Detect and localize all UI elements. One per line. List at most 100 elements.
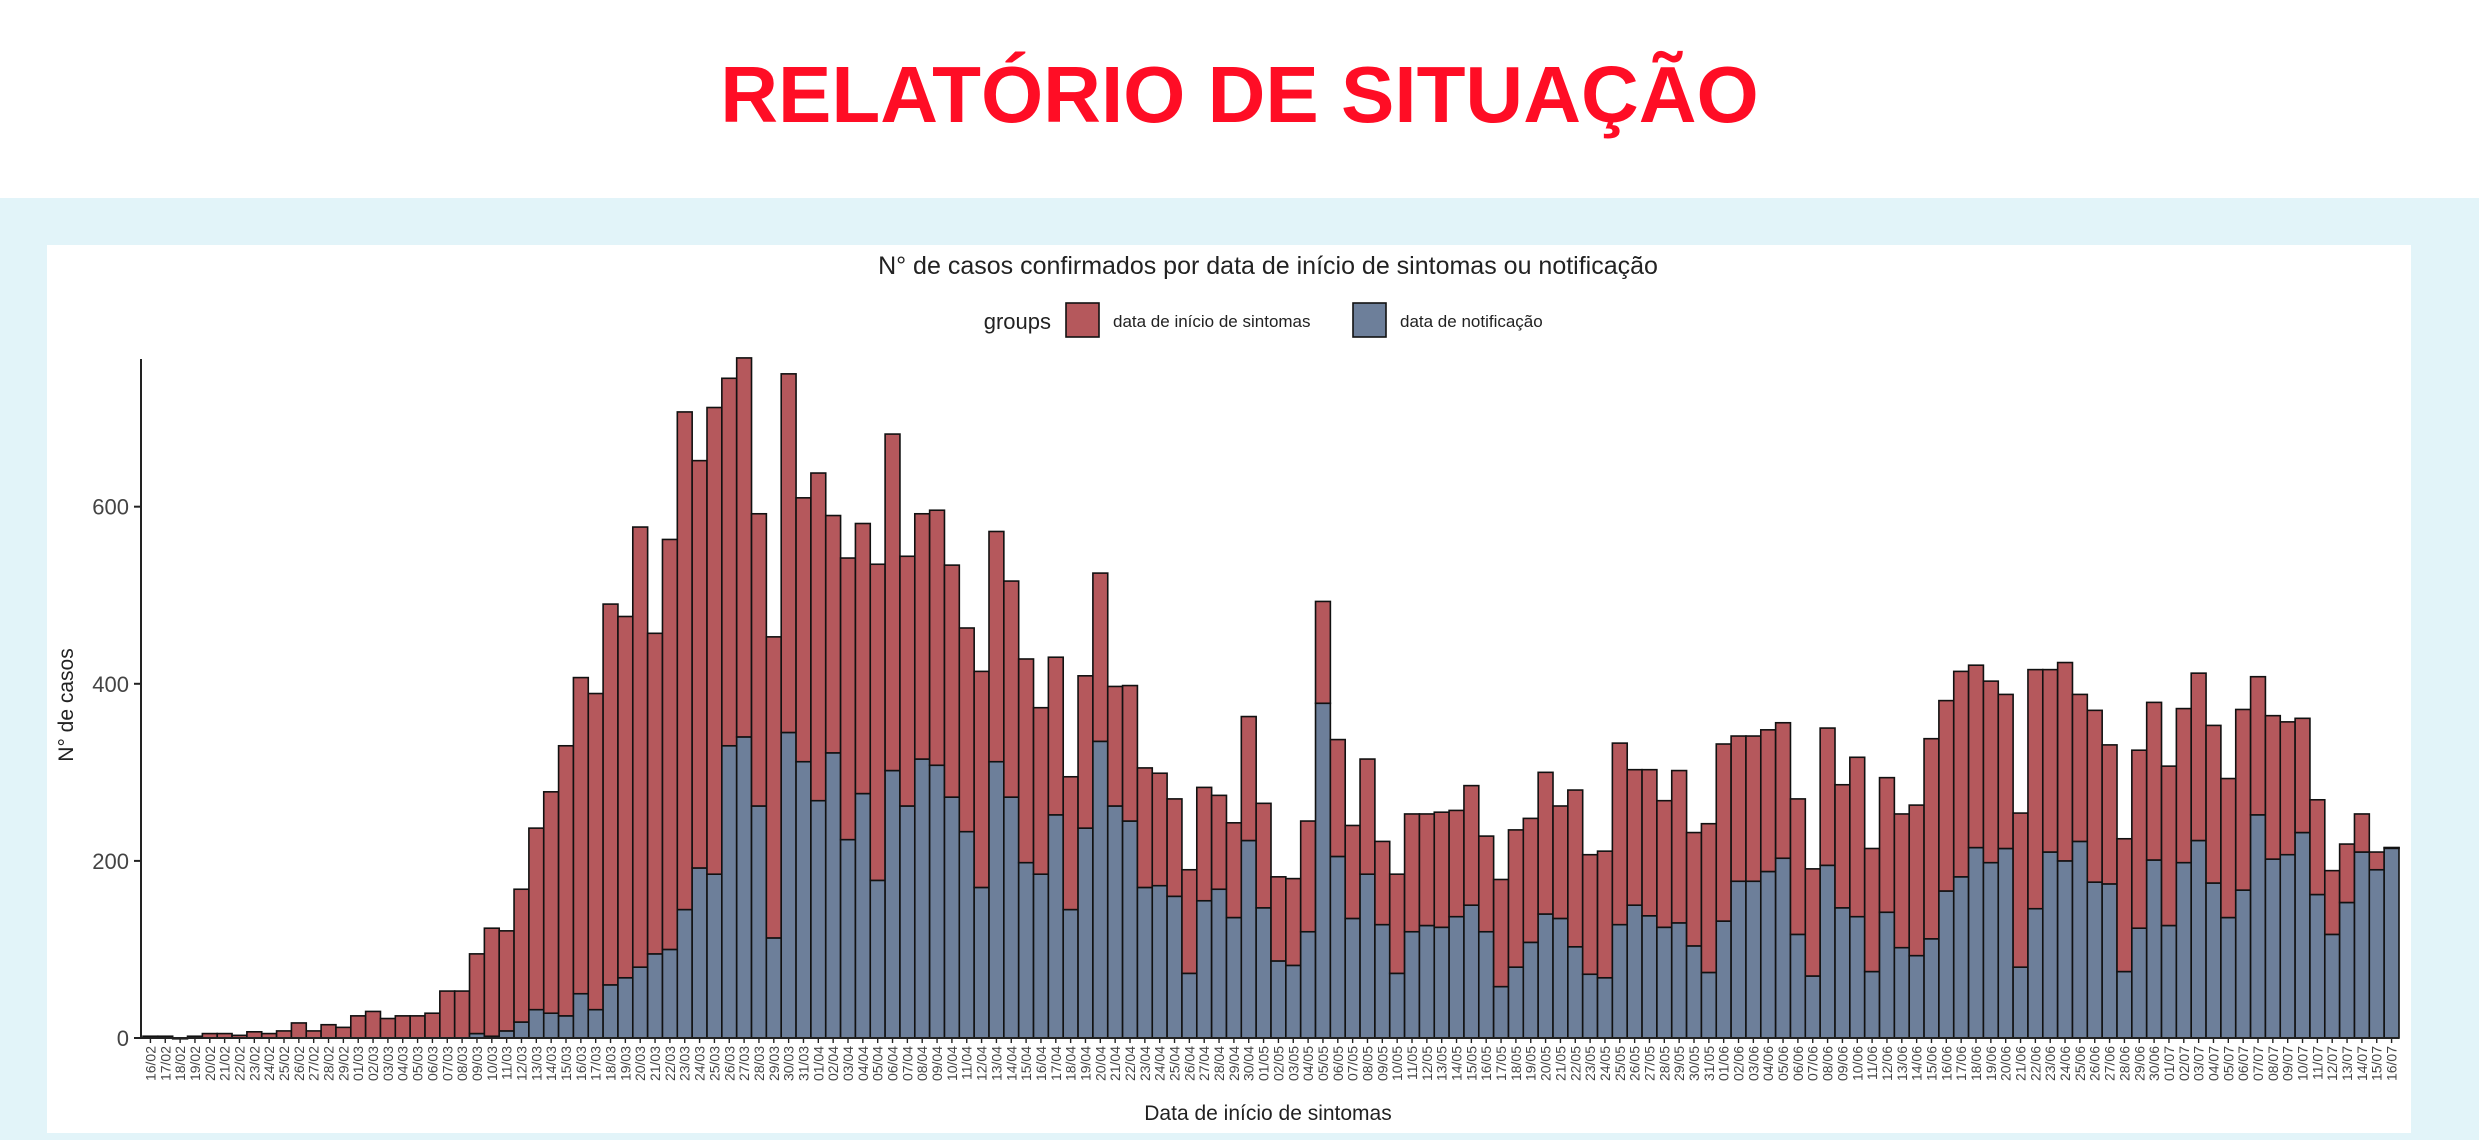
bar-inicio-sintomas bbox=[1967, 664, 1985, 849]
bar-inicio-sintomas bbox=[528, 827, 545, 1011]
x-tick-label: 26/02 bbox=[291, 1046, 307, 1081]
x-tick-label: 04/06 bbox=[1760, 1046, 1776, 1081]
x-tick-label: 29/05 bbox=[1671, 1046, 1687, 1081]
bar-inicio-sintomas bbox=[1077, 675, 1094, 829]
x-tick-label: 03/04 bbox=[840, 1046, 856, 1081]
bar-notificacao bbox=[2323, 933, 2341, 1039]
bar-notificacao bbox=[631, 966, 649, 1039]
bar-inicio-sintomas bbox=[1700, 822, 1718, 974]
bar-notificacao bbox=[1329, 855, 1347, 1039]
axes-layer: 0 200 400 600 16/0217/0218/0219/0220/0221/02… bbox=[92, 359, 2400, 1081]
bar-inicio-sintomas bbox=[2279, 721, 2296, 856]
bar-inicio-sintomas bbox=[2086, 709, 2103, 883]
bar-notificacao bbox=[943, 796, 961, 1039]
bar-inicio-sintomas bbox=[735, 357, 753, 738]
x-tick-label: 17/03 bbox=[588, 1046, 604, 1081]
bar-inicio-sintomas bbox=[1210, 794, 1228, 891]
bar-inicio-sintomas bbox=[1270, 876, 1287, 962]
bar-inicio-sintomas bbox=[646, 632, 664, 955]
x-tick-label: 22/03 bbox=[662, 1046, 678, 1081]
x-tick-label: 15/06 bbox=[1923, 1046, 1939, 1081]
bar-notificacao bbox=[2264, 858, 2282, 1039]
x-tick-label: 17/04 bbox=[1048, 1046, 1064, 1081]
bar-inicio-sintomas bbox=[1017, 658, 1035, 864]
bar-notificacao bbox=[928, 764, 946, 1039]
bar-notificacao bbox=[1507, 966, 1525, 1039]
bar-notificacao bbox=[1299, 930, 1317, 1039]
bar-inicio-sintomas bbox=[1166, 798, 1183, 898]
x-tick-label: 09/03 bbox=[469, 1046, 485, 1081]
bar-notificacao bbox=[1745, 880, 1762, 1039]
bar-notificacao bbox=[661, 948, 679, 1039]
bar-inicio-sintomas bbox=[1997, 693, 2014, 850]
bar-notificacao bbox=[2205, 882, 2222, 1039]
x-tick-label: 24/03 bbox=[692, 1046, 708, 1081]
bar-inicio-sintomas bbox=[1641, 768, 1658, 917]
bar-inicio-sintomas bbox=[1745, 735, 1762, 883]
bar-notificacao bbox=[1522, 941, 1539, 1039]
y-tick-label: 600 bbox=[92, 495, 129, 520]
x-tick-label: 30/03 bbox=[781, 1046, 797, 1081]
x-tick-label: 06/03 bbox=[424, 1046, 440, 1081]
x-tick-label: 12/04 bbox=[974, 1046, 990, 1081]
x-tick-label: 16/03 bbox=[573, 1046, 589, 1081]
x-tick-label: 11/03 bbox=[499, 1046, 515, 1080]
bar-inicio-sintomas bbox=[928, 509, 946, 767]
bar-inicio-sintomas bbox=[320, 1023, 337, 1039]
x-tick-label: 09/05 bbox=[1374, 1046, 1390, 1081]
bar-inicio-sintomas bbox=[1759, 729, 1777, 873]
bar-notificacao bbox=[1537, 913, 1554, 1039]
bar-notificacao bbox=[1759, 870, 1777, 1039]
bar-inicio-sintomas bbox=[2323, 869, 2341, 936]
x-tick-label: 07/05 bbox=[1345, 1046, 1361, 1081]
x-tick-label: 11/05 bbox=[1404, 1046, 1420, 1080]
x-tick-label: 28/05 bbox=[1656, 1046, 1672, 1081]
x-tick-label: 16/07 bbox=[2384, 1046, 2400, 1081]
bar-inicio-sintomas bbox=[439, 990, 456, 1039]
bar-inicio-sintomas bbox=[2353, 813, 2371, 853]
x-tick-label: 31/05 bbox=[1701, 1046, 1717, 1081]
x-tick-label: 02/05 bbox=[1270, 1046, 1286, 1081]
x-tick-label: 02/07 bbox=[2176, 1046, 2192, 1081]
bar-inicio-sintomas bbox=[1522, 817, 1539, 944]
bar-inicio-sintomas bbox=[1240, 715, 1257, 842]
bar-inicio-sintomas bbox=[1136, 767, 1154, 889]
bar-inicio-sintomas bbox=[1062, 775, 1079, 911]
bar-notificacao bbox=[780, 731, 797, 1039]
bar-inicio-sintomas bbox=[1388, 873, 1406, 975]
x-tick-label: 19/05 bbox=[1523, 1046, 1539, 1081]
bar-inicio-sintomas bbox=[1774, 721, 1792, 860]
bar-notificacao bbox=[1952, 876, 1970, 1039]
bar-inicio-sintomas bbox=[1507, 829, 1525, 968]
x-tick-label: 21/03 bbox=[647, 1046, 663, 1081]
bar-inicio-sintomas bbox=[1299, 820, 1317, 933]
bar-notificacao bbox=[2041, 851, 2059, 1039]
bar-inicio-sintomas bbox=[557, 744, 575, 1017]
x-tick-label: 02/04 bbox=[825, 1046, 841, 1081]
bar-inicio-sintomas bbox=[2145, 701, 2163, 861]
bar-notificacao bbox=[513, 1021, 530, 1039]
bar-notificacao bbox=[1240, 839, 1257, 1039]
bar-inicio-sintomas bbox=[2101, 744, 2118, 885]
bar-notificacao bbox=[2071, 840, 2089, 1039]
bar-notificacao bbox=[706, 873, 723, 1039]
x-tick-label: 17/06 bbox=[1953, 1046, 1969, 1081]
bar-notificacao bbox=[1893, 946, 1911, 1039]
bar-inicio-sintomas bbox=[1656, 799, 1673, 929]
bar-inicio-sintomas bbox=[2309, 798, 2326, 896]
x-tick-label: 27/03 bbox=[736, 1046, 752, 1081]
x-tick-label: 07/04 bbox=[899, 1046, 915, 1081]
bar-inicio-sintomas bbox=[2131, 749, 2148, 929]
x-tick-label: 23/05 bbox=[1582, 1046, 1598, 1081]
bar-notificacao bbox=[572, 992, 590, 1039]
bar-inicio-sintomas bbox=[824, 514, 842, 754]
x-tick-label: 01/07 bbox=[2161, 1046, 2177, 1081]
bar-notificacao bbox=[1863, 970, 1881, 1039]
bar-notificacao bbox=[1092, 740, 1109, 1039]
bar-notificacao bbox=[1374, 923, 1391, 1039]
x-axis-label: Data de início de sintomas bbox=[1144, 1102, 1391, 1125]
bar-notificacao bbox=[973, 886, 990, 1039]
bar-inicio-sintomas bbox=[1121, 684, 1139, 822]
x-tick-label: 08/06 bbox=[1820, 1046, 1836, 1081]
bar-notificacao bbox=[1641, 914, 1658, 1039]
